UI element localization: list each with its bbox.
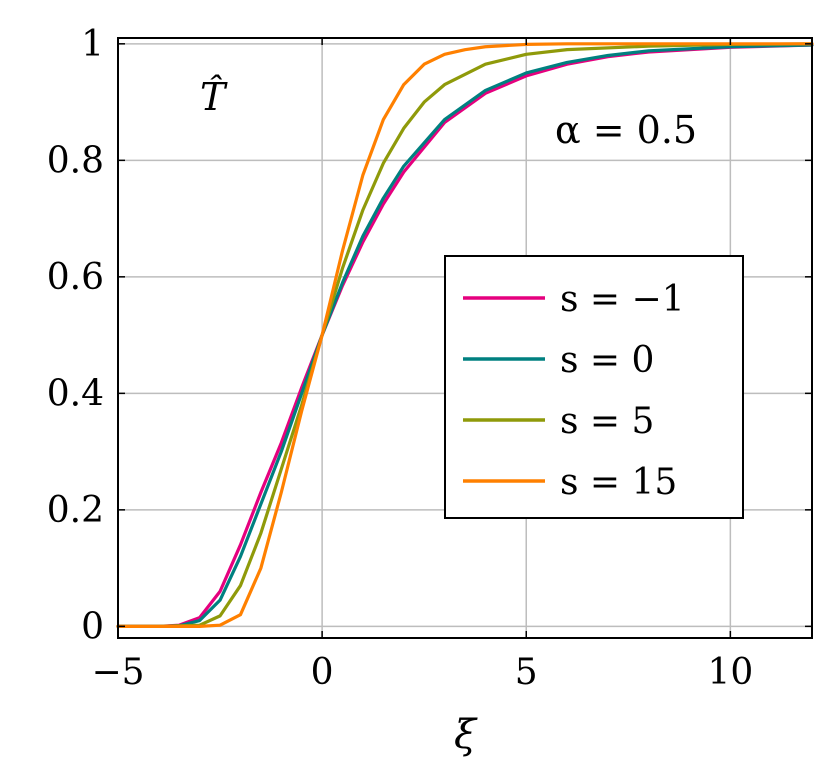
series-line-1 [116,43,814,628]
x-tick-label: −5 [91,652,144,693]
legend-label-1: s = 0 [560,340,654,381]
legend-label-2: s = 5 [560,401,654,442]
legend-label-0: s = −1 [560,279,685,320]
series-line-2 [116,42,814,628]
ticks [117,38,812,638]
legend-label-3: s = 15 [560,462,677,503]
x-tick-label: 0 [311,652,334,693]
x-tick-label: 10 [707,652,753,693]
y-tick-label: 0.8 [47,140,104,181]
y-tick-label: 0.2 [47,490,104,531]
legend: s = −1 s = 0 s = 5 s = 15 [444,255,744,519]
alpha-annotation: α = 0.5 [555,108,697,152]
y-annotation-label: T̂ [200,75,228,119]
series-group [116,42,814,628]
y-tick-label: 0.6 [47,257,104,298]
series-line-3 [116,42,814,628]
x-tick-label: 5 [515,652,538,693]
y-tick-label: 0.4 [47,373,104,414]
tick-labels: −5 0 5 10 0 0.2 0.4 0.6 0.8 1 [47,24,754,693]
y-tick-label: 1 [81,24,104,65]
x-axis-title: ξ [454,712,478,758]
y-tick-label: 0 [81,606,104,647]
plot-frame [117,37,813,639]
